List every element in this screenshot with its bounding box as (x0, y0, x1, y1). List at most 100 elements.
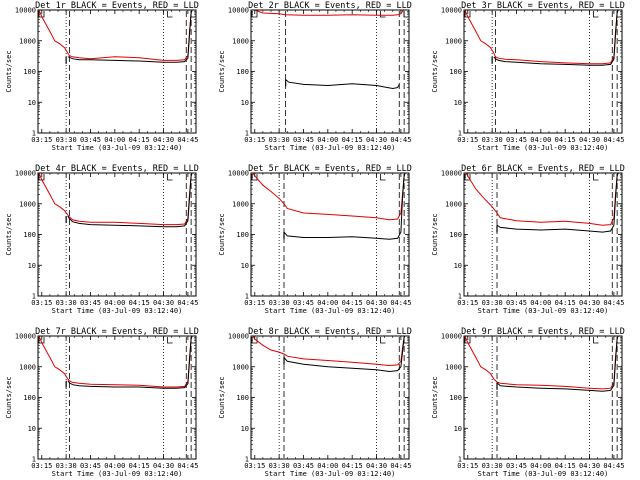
time-marker-bracket (167, 337, 173, 344)
chart-panel-6: Det 6r BLACK = Events, RED = LLD 1 10 100 10… (431, 164, 625, 315)
y-tick-label: 100 (236, 394, 249, 402)
x-tick-label: 04:15 (342, 136, 363, 144)
x-tick-label: 04:45 (603, 299, 624, 307)
x-tick-label: 03:30 (269, 136, 290, 144)
chart-title: Det 3r BLACK = Events, RED = LLD (461, 1, 625, 11)
x-tick-label: 04:00 (530, 136, 551, 144)
y-tick-label: 1000 (445, 200, 462, 208)
chart-panel-3: Det 3r BLACK = Events, RED = LLD 1 10 100 10… (431, 1, 625, 152)
time-marker-bracket (251, 174, 258, 181)
chart-title: Det 9r BLACK = Events, RED = LLD (461, 327, 625, 337)
lld-series-line (465, 173, 619, 226)
chart-title: Det 2r BLACK = Events, RED = LLD (248, 1, 412, 11)
x-tick-label: 04:30 (153, 299, 174, 307)
x-tick-label: 03:30 (482, 299, 503, 307)
y-tick-label: 10000 (228, 170, 249, 178)
events-series-line (496, 173, 619, 233)
x-tick-label: 04:30 (579, 299, 600, 307)
y-tick-label: 1000 (232, 37, 249, 45)
lld-series-line (464, 10, 619, 65)
time-marker-bracket (251, 337, 258, 344)
x-tick-label: 03:45 (293, 299, 314, 307)
y-tick-label: 10 (241, 425, 249, 433)
time-marker-bracket (380, 11, 386, 18)
x-axis-label: Start Time (03-Jul-09 03:12:40) (52, 144, 183, 152)
x-axis-label: Start Time (03-Jul-09 03:12:40) (478, 307, 609, 315)
x-tick-label: 04:15 (129, 136, 150, 144)
chart-title: Det 8r BLACK = Events, RED = LLD (248, 327, 412, 337)
y-tick-label: 10000 (441, 7, 462, 15)
time-marker-bracket (593, 337, 599, 344)
y-tick-label: 100 (236, 68, 249, 76)
events-series-line (67, 173, 193, 228)
lld-series-line (253, 10, 404, 16)
x-tick-label: 03:15 (457, 299, 478, 307)
x-tick-label: 03:30 (482, 462, 503, 470)
chart-panel-4: Det 4r BLACK = Events, RED = LLD 1 10 100 10… (5, 164, 199, 315)
y-axis-label: Counts/sec (5, 50, 13, 92)
chart-title: Det 6r BLACK = Events, RED = LLD (461, 164, 625, 174)
time-marker-bracket (593, 174, 599, 181)
lld-series-line (252, 173, 406, 221)
x-tick-label: 04:15 (555, 299, 576, 307)
y-tick-label: 1 (32, 293, 36, 301)
y-tick-label: 10 (28, 262, 36, 270)
chart-panel-1: Det 1r BLACK = Events, RED = LLD 1 10 100 10… (5, 1, 199, 152)
y-tick-label: 10 (28, 425, 36, 433)
x-tick-label: 04:00 (530, 299, 551, 307)
y-tick-label: 10 (454, 99, 462, 107)
x-tick-label: 03:15 (244, 299, 265, 307)
x-tick-label: 03:15 (457, 462, 478, 470)
y-tick-label: 10000 (441, 333, 462, 341)
plot-frame (37, 335, 197, 460)
x-tick-label: 04:45 (390, 462, 411, 470)
x-axis-label: Start Time (03-Jul-09 03:12:40) (52, 307, 183, 315)
events-series-line (493, 10, 619, 66)
y-tick-label: 1000 (445, 37, 462, 45)
y-tick-label: 1 (245, 293, 249, 301)
x-tick-label: 04:15 (342, 299, 363, 307)
y-tick-label: 1000 (232, 363, 249, 371)
y-axis-label: Counts/sec (5, 376, 13, 418)
y-tick-label: 1 (458, 293, 462, 301)
time-marker-bracket (380, 337, 386, 344)
y-tick-label: 10 (241, 99, 249, 107)
events-series-line (67, 10, 193, 63)
x-tick-label: 03:45 (293, 136, 314, 144)
x-tick-label: 04:00 (530, 462, 551, 470)
x-axis-label: Start Time (03-Jul-09 03:12:40) (52, 470, 183, 478)
time-marker-bracket (403, 337, 408, 344)
x-tick-label: 04:00 (317, 136, 338, 144)
events-series-line (67, 336, 193, 389)
y-tick-label: 10000 (441, 170, 462, 178)
x-tick-label: 04:45 (390, 299, 411, 307)
x-axis-label: Start Time (03-Jul-09 03:12:40) (478, 470, 609, 478)
x-axis-label: Start Time (03-Jul-09 03:12:40) (478, 144, 609, 152)
x-tick-label: 03:30 (269, 299, 290, 307)
y-tick-label: 10000 (15, 7, 36, 15)
x-tick-label: 03:15 (31, 136, 52, 144)
x-tick-label: 04:30 (579, 136, 600, 144)
chart-panel-8: Det 8r BLACK = Events, RED = LLD 1 10 100 10… (218, 327, 412, 478)
y-tick-label: 10 (454, 425, 462, 433)
x-tick-label: 04:00 (104, 136, 125, 144)
x-tick-label: 03:15 (244, 462, 265, 470)
y-tick-label: 1 (32, 456, 36, 464)
x-tick-label: 03:15 (31, 299, 52, 307)
y-axis-label: Counts/sec (5, 213, 13, 255)
time-marker-bracket (251, 11, 258, 18)
x-tick-label: 03:30 (482, 136, 503, 144)
x-tick-label: 04:30 (366, 462, 387, 470)
y-axis-label: Counts/sec (218, 376, 226, 418)
x-tick-label: 04:00 (317, 299, 338, 307)
chart-panel-7: Det 7r BLACK = Events, RED = LLD 1 10 100 10… (5, 327, 199, 478)
x-tick-label: 04:45 (177, 136, 198, 144)
events-series-line (285, 79, 400, 90)
y-tick-label: 100 (23, 68, 36, 76)
x-tick-label: 04:30 (366, 299, 387, 307)
time-marker-bracket (167, 174, 173, 181)
x-tick-label: 03:15 (457, 136, 478, 144)
y-tick-label: 1 (245, 130, 249, 138)
chart-title: Det 4r BLACK = Events, RED = LLD (35, 164, 199, 174)
